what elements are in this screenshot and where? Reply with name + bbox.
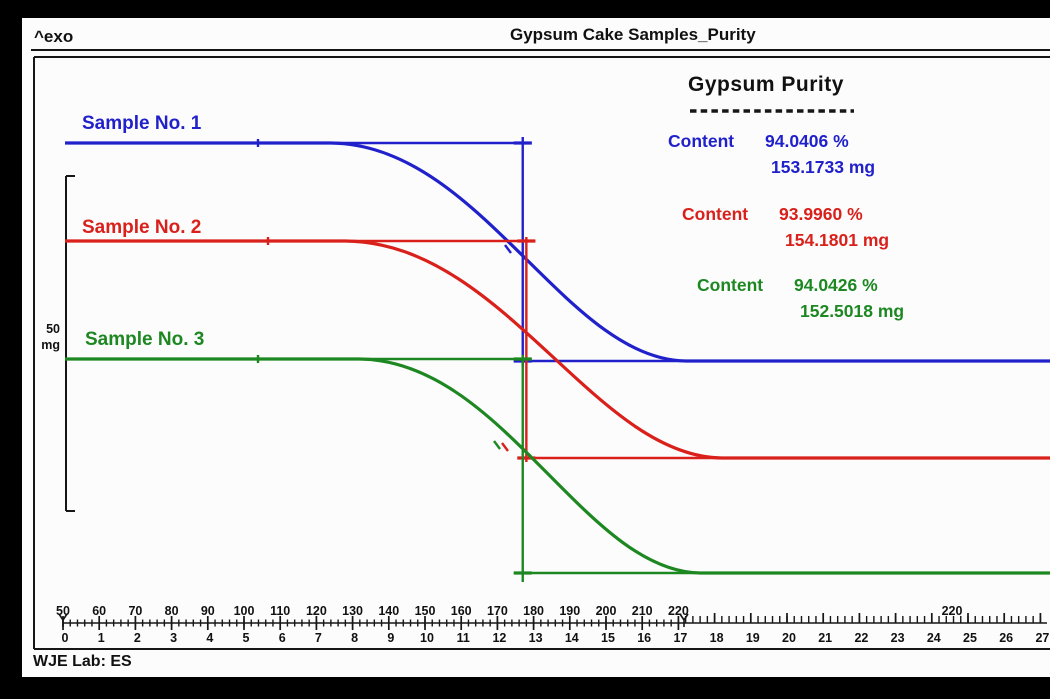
legend-content-label: Content bbox=[668, 131, 735, 151]
legend-percent-value: 94.0406 % bbox=[765, 131, 849, 151]
legend-entry-sample-3: Content 94.0426 % 152.5018 mg bbox=[697, 275, 904, 322]
time-tick-label: 15 bbox=[601, 631, 615, 645]
legend-entry-sample-1: Content 94.0406 % 153.1733 mg bbox=[668, 131, 875, 178]
temp-tick-label: 200 bbox=[595, 604, 617, 618]
time-tick-label: 6 bbox=[278, 631, 286, 645]
legend-percent-value: 94.0426 % bbox=[794, 275, 878, 295]
legend-entry-sample-2: Content 93.9960 % 154.1801 mg bbox=[682, 204, 889, 251]
time-tick-label: 17 bbox=[673, 631, 688, 645]
time-tick-label: 3 bbox=[170, 631, 178, 645]
time-tick-label: 5 bbox=[242, 631, 250, 645]
time-tick-label: 8 bbox=[351, 631, 359, 645]
temp-tick-label: 80 bbox=[164, 604, 179, 618]
legend-mass-value: 153.1733 mg bbox=[771, 157, 876, 177]
time-tick-label: 14 bbox=[564, 631, 579, 645]
temp-tick-label: 120 bbox=[305, 604, 327, 618]
temp-tick-label: 140 bbox=[378, 604, 400, 618]
temp-tick-label: 50 bbox=[56, 604, 70, 618]
time-tick-label: 16 bbox=[637, 631, 652, 645]
time-tick-label: 27 bbox=[1035, 631, 1050, 645]
time-tick-label: 12 bbox=[492, 631, 507, 645]
temp-tick-label: 170 bbox=[486, 604, 508, 618]
time-tick-label: 11 bbox=[456, 631, 470, 645]
chart-title: Gypsum Cake Samples_Purity bbox=[510, 25, 756, 44]
time-tick-label: 0 bbox=[61, 631, 69, 645]
time-tick-label: 10 bbox=[420, 631, 434, 645]
temp-tick-label: 220 bbox=[667, 604, 689, 618]
sample-2-label: Sample No. 2 bbox=[82, 217, 202, 238]
temp-tick-label: 180 bbox=[523, 604, 545, 618]
time-tick-label: 20 bbox=[782, 631, 796, 645]
temp-tick-label: 110 bbox=[270, 604, 291, 618]
temp-tick-label: 90 bbox=[200, 604, 215, 618]
time-tick-label: 22 bbox=[854, 631, 869, 645]
legend-mass-value: 154.1801 mg bbox=[785, 230, 890, 250]
temp-tick-label: 160 bbox=[450, 604, 472, 618]
time-tick-label: 9 bbox=[387, 631, 395, 645]
temp-tick-label: 210 bbox=[631, 604, 653, 618]
legend-content-label: Content bbox=[697, 275, 764, 295]
lab-signature: WJE Lab: ES bbox=[33, 653, 132, 670]
time-tick-label: 25 bbox=[963, 631, 977, 645]
temp-tick-label: 190 bbox=[559, 604, 581, 618]
temp-tick-label-isothermal: 220 bbox=[941, 604, 963, 618]
temp-tick-label: 130 bbox=[342, 604, 364, 618]
temp-tick-label: 100 bbox=[233, 604, 255, 618]
time-tick-label: 24 bbox=[926, 631, 941, 645]
temp-tick-label: 70 bbox=[128, 604, 143, 618]
legend-mass-value: 152.5018 mg bbox=[800, 301, 905, 321]
time-tick-label: 26 bbox=[999, 631, 1014, 645]
time-tick-label: 21 bbox=[818, 631, 833, 645]
time-tick-label: 19 bbox=[745, 631, 760, 645]
time-tick-label: 1 bbox=[97, 631, 105, 645]
sample-1-label: Sample No. 1 bbox=[82, 113, 202, 134]
legend-percent-value: 93.9960 % bbox=[779, 204, 863, 224]
time-tick-label: 23 bbox=[890, 631, 905, 645]
time-tick-label: 7 bbox=[314, 631, 322, 645]
time-tick-label: 2 bbox=[133, 631, 141, 645]
temp-tick-label: 150 bbox=[414, 604, 436, 618]
sample-3-label: Sample No. 3 bbox=[85, 329, 205, 350]
exo-direction-label: ^exo bbox=[34, 27, 74, 46]
time-tick-label: 13 bbox=[528, 631, 543, 645]
scale-bar-unit: mg bbox=[41, 338, 60, 352]
scale-bar-value: 50 bbox=[46, 322, 60, 336]
time-tick-label: 18 bbox=[709, 631, 724, 645]
legend-content-label: Content bbox=[682, 204, 749, 224]
temp-tick-label: 60 bbox=[92, 604, 107, 618]
legend-title: Gypsum Purity bbox=[688, 73, 844, 96]
time-tick-label: 4 bbox=[206, 631, 214, 645]
